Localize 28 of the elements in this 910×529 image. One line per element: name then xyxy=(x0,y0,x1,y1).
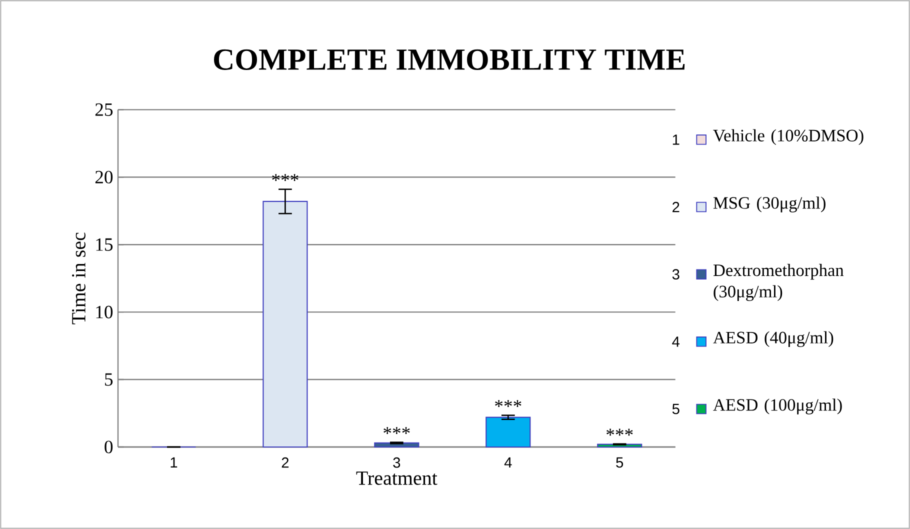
category-label: 3 xyxy=(672,269,680,280)
y-tick-label: 0 xyxy=(104,440,113,454)
annotation: *** xyxy=(272,174,298,181)
x-tick-label: 5 xyxy=(616,457,624,468)
x-axis-title: Treatment xyxy=(356,472,438,485)
y-tick-label: 20 xyxy=(95,170,113,184)
category-label: 5 xyxy=(672,404,680,414)
category-label: 2 xyxy=(672,202,680,212)
chart-title: COMPLETE IMMOBILITY TIME xyxy=(214,49,685,70)
x-tick-label: 1 xyxy=(170,457,178,468)
annotation: *** xyxy=(384,427,410,434)
y-tick-label: 25 xyxy=(95,103,113,116)
y-axis-title: Time in sec xyxy=(72,232,86,324)
y-tick-label: 10 xyxy=(96,306,113,318)
annotation: *** xyxy=(495,400,522,407)
y-tick-label: 5 xyxy=(105,373,113,386)
legend-label: AESD (40μg/ml) xyxy=(713,331,834,348)
legend-label: Vehicle (10%DMSO) xyxy=(713,129,864,145)
x-tick-label: 4 xyxy=(504,457,512,468)
legend-label: MSG (30μg/ml) xyxy=(713,196,826,212)
y-tick-label: 15 xyxy=(96,238,113,251)
annotation: *** xyxy=(606,428,633,436)
legend-label: Dextromethorphan (30μg/ml) xyxy=(713,264,844,302)
legend-label: AESD (100μg/ml) xyxy=(713,398,842,414)
category-label: 4 xyxy=(672,336,680,347)
x-tick-label: 3 xyxy=(393,457,400,468)
x-tick-label: 2 xyxy=(282,457,289,468)
category-label: 1 xyxy=(672,134,680,145)
